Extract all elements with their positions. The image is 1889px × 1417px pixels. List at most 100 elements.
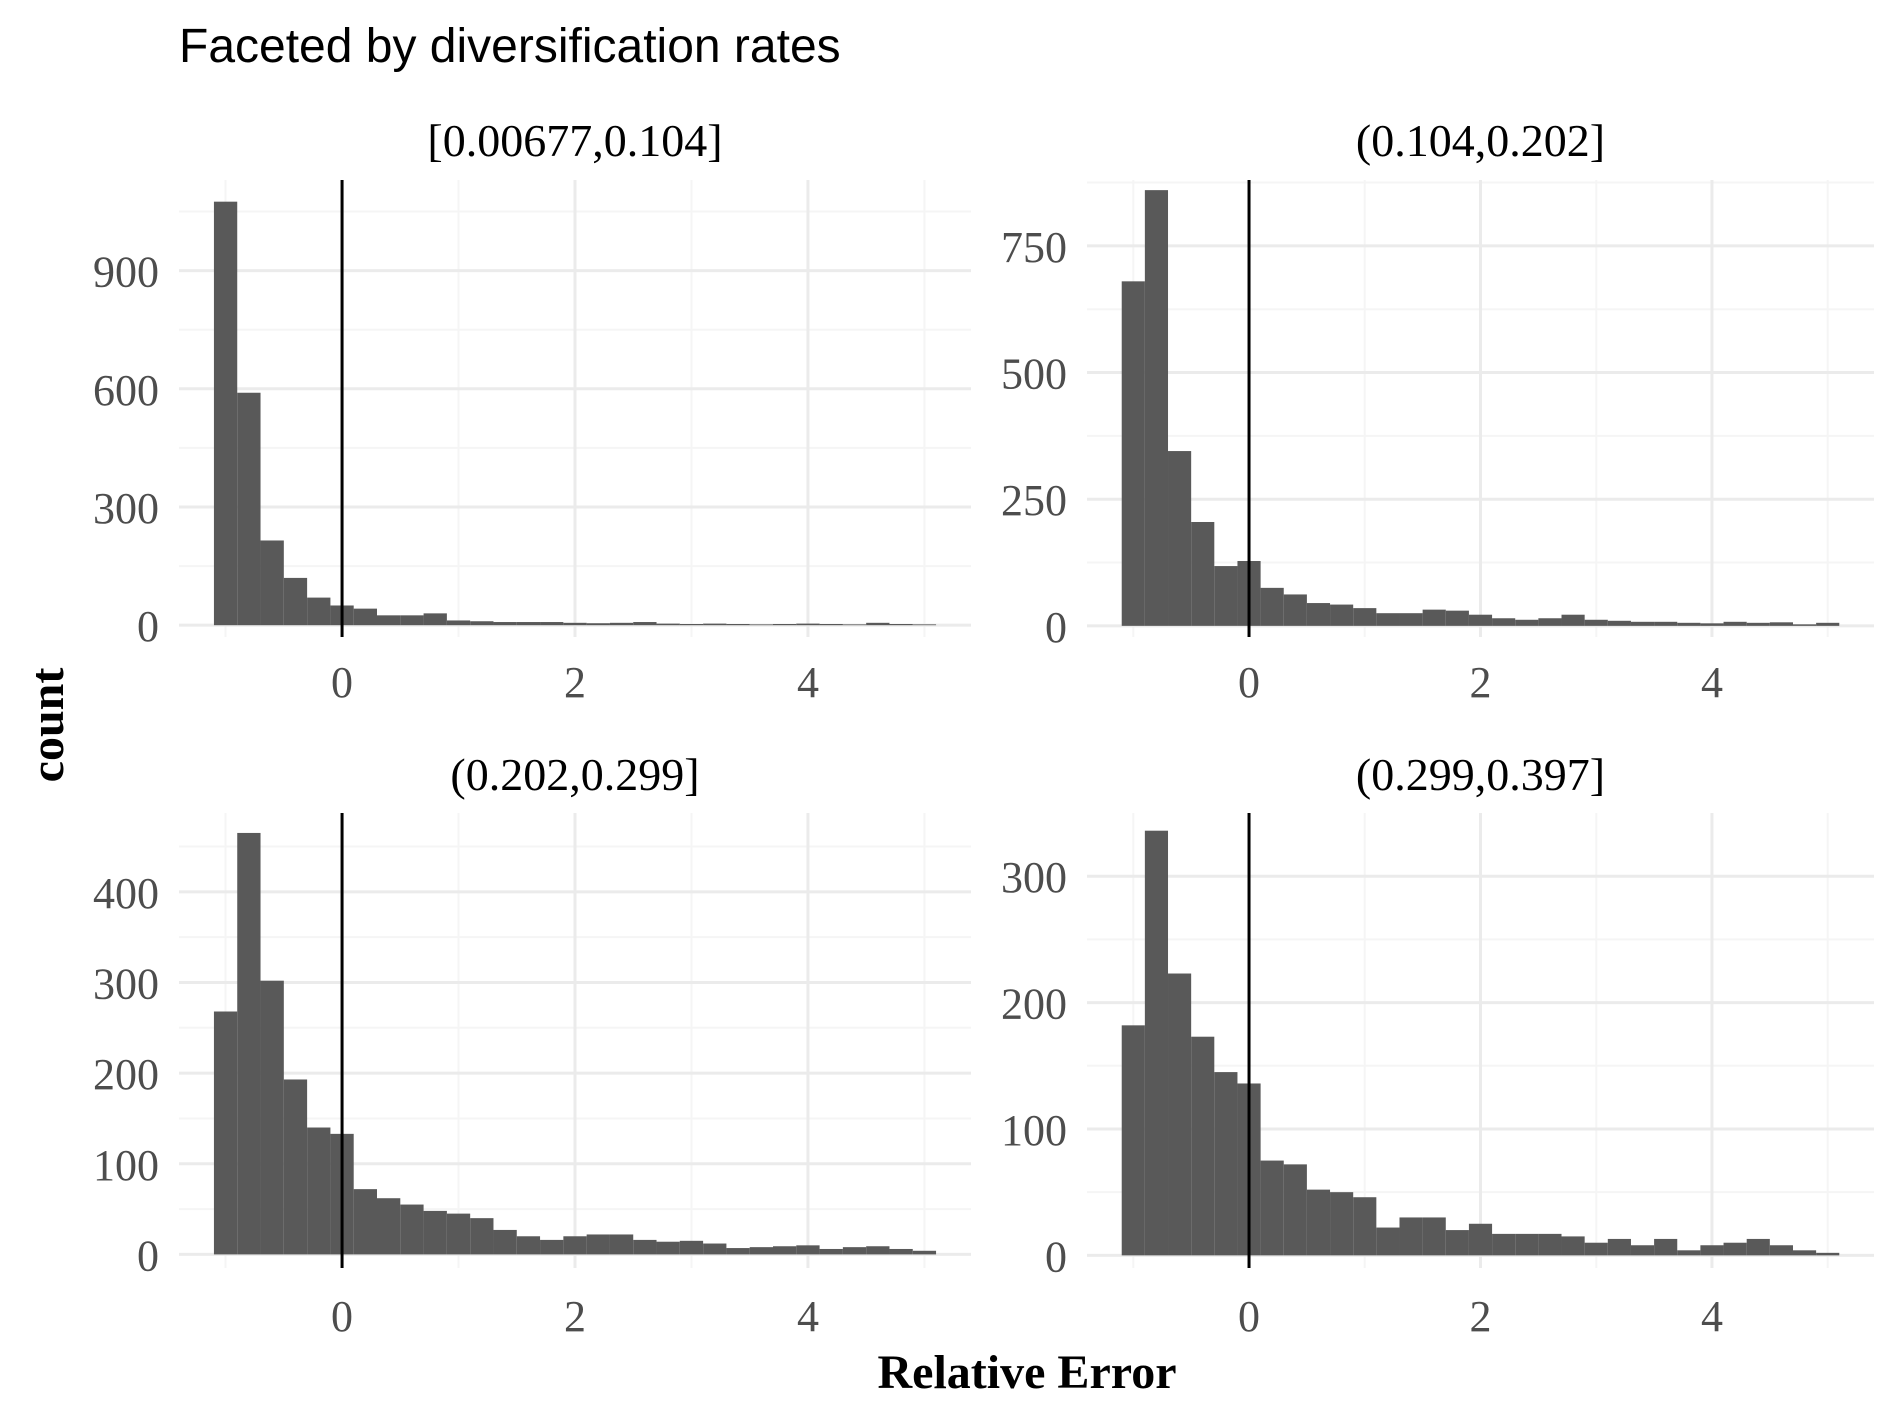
- x-tick-label: 2: [1470, 1292, 1492, 1341]
- x-tick-label: 0: [331, 658, 353, 707]
- histogram-bar: [1168, 451, 1192, 626]
- facet-panel-2: (0.104,0.202] 0 250 500 750 0 2 4: [1001, 115, 1874, 707]
- histogram-bar: [1283, 1164, 1307, 1256]
- histogram-bar: [1422, 1217, 1446, 1256]
- histogram-bar: [1630, 1245, 1655, 1256]
- histogram-bar: [1816, 1252, 1840, 1256]
- histogram-bar: [889, 1248, 913, 1255]
- histogram-bar: [1353, 1197, 1377, 1256]
- histogram-bar: [1168, 973, 1192, 1256]
- y-tick-label: 500: [1001, 350, 1067, 399]
- histogram-bar: [493, 1229, 517, 1255]
- histogram-bar: [1816, 622, 1840, 626]
- histogram-bar: [773, 1246, 797, 1255]
- histogram-bar: [609, 622, 634, 626]
- histogram-bar: [1654, 621, 1678, 626]
- histogram-bar: [1353, 608, 1377, 626]
- x-tick-label: 2: [564, 658, 586, 707]
- histogram-bar: [1468, 1223, 1493, 1256]
- histogram-bar: [1214, 566, 1238, 626]
- histogram-bar: [353, 1189, 377, 1255]
- histogram-bar: [1607, 620, 1631, 626]
- histogram-bar: [1191, 521, 1215, 626]
- histogram-bar: [1700, 623, 1724, 626]
- histogram-bar: [866, 622, 890, 626]
- histogram-bar: [726, 1248, 750, 1255]
- histogram-bar: [796, 1245, 820, 1255]
- histogram-bar: [773, 623, 797, 626]
- histogram-bar: [842, 1247, 867, 1255]
- histogram-bar: [563, 622, 587, 626]
- histogram-bar: [842, 624, 867, 626]
- y-tick-label: 300: [93, 959, 159, 1008]
- histogram-bar: [1677, 1250, 1701, 1256]
- y-tick-label: 0: [1045, 603, 1067, 652]
- histogram-bar: [1654, 1238, 1678, 1256]
- histogram-bar: [400, 615, 424, 626]
- histogram-bar: [1144, 190, 1169, 626]
- histogram-bar: [1283, 594, 1307, 626]
- x-tick-label: 2: [1470, 658, 1492, 707]
- histogram-bar: [260, 540, 284, 626]
- histogram-bar: [679, 1240, 704, 1255]
- histogram-bar: [1769, 1245, 1793, 1256]
- histogram-bar: [726, 623, 750, 626]
- histogram-bar: [213, 201, 238, 626]
- histogram-bar: [1515, 1233, 1539, 1256]
- y-tick-label: 300: [93, 484, 159, 533]
- histogram-bar: [446, 620, 471, 626]
- x-tick-label: 0: [1238, 658, 1260, 707]
- x-tick-label: 0: [1238, 1292, 1260, 1341]
- histogram-bar: [796, 623, 820, 626]
- histogram-bar: [1515, 619, 1539, 626]
- histogram-bar: [912, 624, 937, 626]
- histogram-bar: [213, 1011, 238, 1255]
- histogram-bar: [1422, 609, 1446, 626]
- y-tick-label: 300: [1001, 853, 1067, 902]
- histogram-bar: [377, 615, 401, 626]
- histogram-bar: [633, 1239, 657, 1255]
- histogram-bar: [307, 1127, 331, 1255]
- histogram-bar: [1538, 1233, 1562, 1256]
- histogram-bar: [586, 1234, 610, 1255]
- histogram-bar: [1561, 1236, 1585, 1256]
- histogram-bar: [1399, 1217, 1423, 1256]
- histogram-bar: [912, 1250, 937, 1255]
- histogram-bar: [283, 577, 308, 626]
- y-tick-label: 100: [93, 1141, 159, 1190]
- histogram-bar: [237, 832, 261, 1255]
- histogram-bar: [1121, 281, 1145, 626]
- histogram-bar: [1445, 610, 1469, 626]
- chart-title: Faceted by diversification rates: [179, 20, 841, 73]
- x-tick-label: 2: [564, 1292, 586, 1341]
- histogram-bar: [540, 1239, 564, 1255]
- histogram-bar: [516, 622, 541, 626]
- histogram-bar: [1584, 1242, 1608, 1256]
- histogram-bar: [1700, 1245, 1724, 1256]
- y-tick-label: 200: [1001, 980, 1067, 1029]
- histogram-bar: [470, 1218, 494, 1255]
- histogram-bar: [237, 392, 261, 626]
- y-tick-label: 0: [137, 1231, 159, 1280]
- histogram-bar: [377, 1198, 401, 1255]
- histogram-bar: [1561, 614, 1585, 626]
- histogram-bar: [586, 623, 610, 626]
- histogram-bar: [1792, 624, 1817, 626]
- histogram-bar: [1260, 1160, 1284, 1256]
- y-tick-label: 0: [137, 602, 159, 651]
- histogram-bar: [819, 623, 843, 626]
- x-tick-label: 4: [1701, 658, 1723, 707]
- y-tick-label: 400: [93, 869, 159, 918]
- histogram-bar: [1306, 1189, 1331, 1256]
- y-tick-label: 900: [93, 248, 159, 297]
- histogram-bar: [749, 1247, 773, 1255]
- facet-panel-3: (0.202,0.299] 0 100 200 300 400 0 2 4: [93, 749, 971, 1341]
- histogram-bar: [1630, 621, 1655, 626]
- histogram-bar: [446, 1213, 471, 1255]
- x-tick-label: 4: [1701, 1292, 1723, 1341]
- x-tick-label: 4: [797, 1292, 819, 1341]
- y-tick-label: 100: [1001, 1106, 1067, 1155]
- histogram-bar: [656, 623, 680, 626]
- histogram-bar: [1468, 614, 1493, 626]
